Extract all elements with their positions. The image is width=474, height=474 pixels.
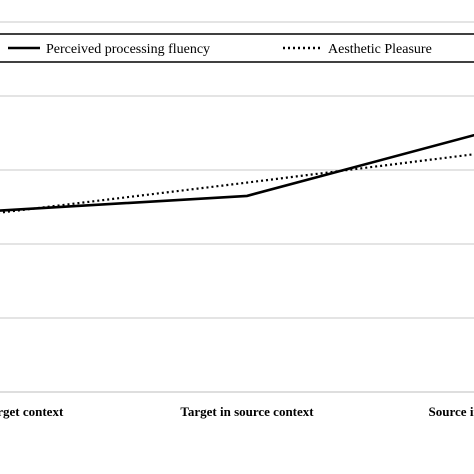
legend-box [0, 33, 474, 63]
x-tick-label-2: Source in source context [429, 404, 474, 419]
legend-label-aesthetic: Aesthetic Pleasure [328, 42, 432, 57]
x-tick-labels: Target in target context Target in source… [0, 404, 474, 419]
legend: Perceived processing fluency Aesthetic P… [0, 33, 474, 63]
series-line-1 [0, 153, 474, 214]
series-lines [0, 133, 474, 214]
x-tick-label-0: Target in target context [0, 404, 64, 419]
series-line-0 [0, 133, 474, 212]
gridlines [0, 21, 474, 319]
legend-label-fluency: Perceived processing fluency [46, 42, 210, 57]
x-tick-label-1: Target in source context [180, 404, 314, 419]
